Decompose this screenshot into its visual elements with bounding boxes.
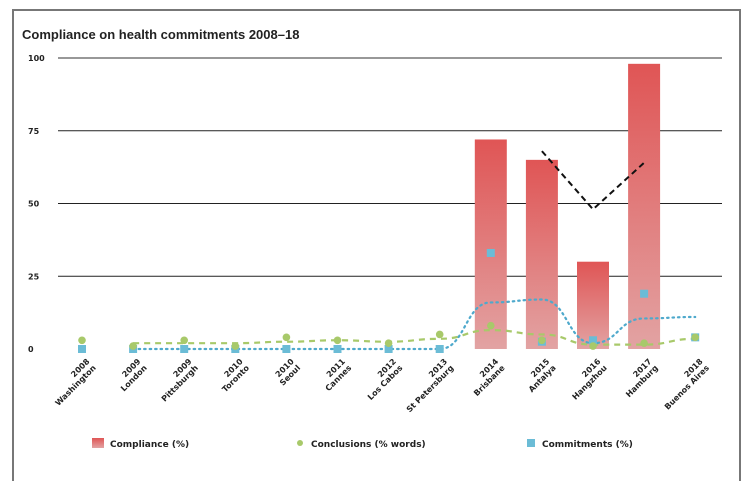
legend-label-conclusions: Conclusions (% words): [311, 440, 426, 450]
point-conclusions: [129, 342, 137, 350]
point-conclusions: [589, 342, 597, 350]
legend-label-compliance: Compliance (%): [110, 440, 189, 450]
point-conclusions: [384, 339, 393, 347]
point-commitments: [486, 248, 495, 257]
bar-compliance: [474, 139, 507, 349]
point-conclusions: [487, 321, 495, 330]
point-conclusions: [691, 333, 699, 342]
bar-compliance: [628, 63, 661, 349]
bar-compliance: [525, 159, 558, 349]
point-commitments: [282, 345, 291, 353]
point-commitments: [589, 336, 597, 345]
point-conclusions: [333, 336, 342, 345]
chart-title: Compliance on health commitments 2008–18: [22, 27, 300, 42]
trendline-dashed: [133, 328, 696, 346]
y-tick-label: 100: [28, 54, 45, 63]
y-tick-label: 0: [28, 345, 34, 354]
point-conclusions: [78, 336, 86, 345]
point-commitments: [640, 289, 649, 298]
point-conclusions: [538, 336, 546, 345]
y-tick-label: 75: [28, 127, 40, 136]
legend-label-commitments: Commitments (%): [542, 440, 633, 450]
legend-swatch-commitments: [527, 439, 535, 447]
y-tick-label: 25: [28, 272, 40, 281]
legend-swatch-compliance: [92, 438, 104, 448]
chart-frame: [12, 9, 741, 481]
trendline-dashed: [541, 150, 645, 211]
point-conclusions: [640, 339, 648, 347]
trendline-dotted: [132, 298, 697, 351]
point-commitments: [78, 345, 86, 353]
legend-swatch-conclusions: [297, 440, 303, 446]
point-conclusions: [231, 342, 240, 350]
point-commitments: [333, 345, 342, 353]
point-conclusions: [435, 330, 444, 339]
point-conclusions: [180, 336, 188, 345]
point-commitments: [384, 345, 393, 353]
point-conclusions: [282, 333, 291, 342]
y-tick-label: 50: [28, 200, 40, 209]
point-commitments: [180, 345, 189, 353]
bar-compliance: [577, 261, 609, 349]
point-commitments: [435, 345, 444, 353]
